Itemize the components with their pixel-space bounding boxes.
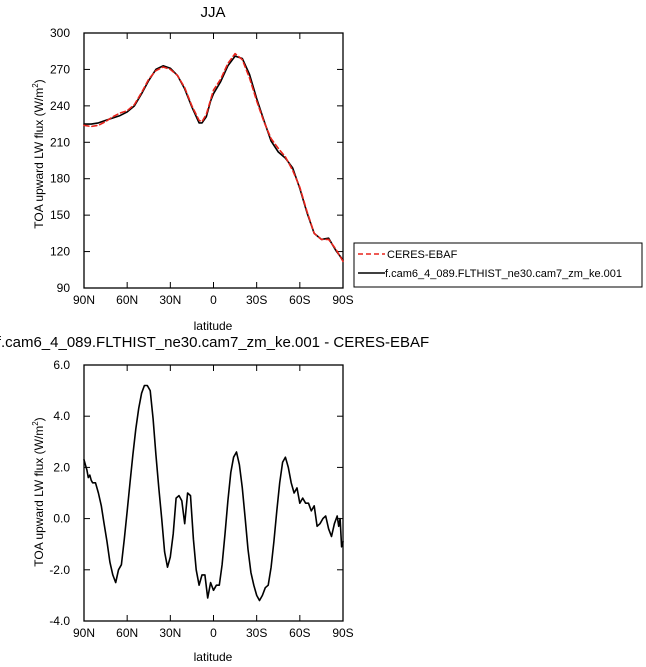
bottom-x-tick-label: 30N [159, 626, 181, 640]
top-y-tick-label: 240 [50, 99, 70, 113]
bottom-x-tick-label: 30S [246, 626, 267, 640]
svg-text:TOA upward LW flux (W/m2): TOA upward LW flux (W/m2) [31, 417, 46, 566]
top-x-axis-label: latitude [194, 319, 233, 333]
top-series-line-0 [83, 55, 344, 261]
bottom-x-tick-label: 60N [116, 626, 138, 640]
legend-box [353, 242, 643, 288]
legend-label-model: f.cam6_4_089.FLTHIST_ne30.cam7_zm_ke.001 [385, 268, 622, 280]
top-x-tick-label: 0 [210, 293, 217, 307]
bottom-axis-ticks: 90N 60N 30N 0 30S 60S 90S -4.0 -2.0 0.0 2.0 4.0 6.0 [49, 358, 353, 640]
svg-text:TOA upward LW flux (W/m2): TOA upward LW flux (W/m2) [31, 79, 46, 228]
bottom-x-tick-label: 90S [332, 626, 353, 640]
bottom-x-tick-label: 90N [73, 626, 95, 640]
top-plot-frame [83, 32, 344, 289]
top-x-tick-label: 30S [246, 293, 267, 307]
top-y-tick-label: 90 [57, 281, 71, 295]
bottom-x-axis-label: latitude [194, 650, 233, 664]
top-x-tick-label: 60S [289, 293, 310, 307]
legend-label-ceres: CERES-EBAF [387, 249, 458, 261]
top-y-tick-label: 120 [50, 245, 70, 259]
bottom-y-tick-label: -4.0 [49, 614, 70, 628]
bottom-series-group [83, 384, 344, 602]
legend: CERES-EBAF f.cam6_4_089.FLTHIST_ne30.cam… [353, 242, 643, 288]
top-y-axis-label: TOA upward LW flux (W/m2) [31, 79, 46, 228]
top-y-tick-label: 210 [50, 135, 70, 149]
top-chart-title: JJA [200, 4, 225, 21]
top-x-tick-label: 60N [116, 293, 138, 307]
top-x-tick-label: 90S [332, 293, 353, 307]
bottom-plot-frame [83, 364, 344, 622]
bottom-y-tick-label: -2.0 [49, 563, 70, 577]
bottom-y-tick-label: 0.0 [53, 512, 70, 526]
bottom-x-tick-label: 60S [289, 626, 310, 640]
top-axis-ticks: 90N 60N 30N 0 30S 60S 90S 90 120 150 180 210 240 270 3… [50, 26, 354, 307]
top-y-tick-label: 150 [50, 208, 70, 222]
bottom-series-line-0 [83, 384, 344, 602]
bottom-chart-title: f.cam6_4_089.FLTHIST_ne30.cam7_zm_ke.001… [0, 334, 429, 351]
top-y-tick-label: 270 [50, 62, 70, 76]
bottom-panel: f.cam6_4_089.FLTHIST_ne30.cam7_zm_ke.001… [0, 334, 429, 664]
bottom-x-tick-label: 0 [210, 626, 217, 640]
top-series-line-1 [83, 52, 344, 263]
bottom-y-tick-label: 2.0 [53, 460, 70, 474]
top-series-group [83, 52, 344, 263]
top-x-tick-label: 90N [73, 293, 95, 307]
top-x-tick-label: 30N [159, 293, 181, 307]
top-y-tick-label: 180 [50, 172, 70, 186]
bottom-y-tick-label: 6.0 [53, 358, 70, 372]
top-panel: JJA TOA upward LW flux (W/m2) 90N 60N 30N 0… [31, 4, 354, 333]
bottom-y-tick-label: 4.0 [53, 409, 70, 423]
bottom-y-axis-label: TOA upward LW flux (W/m2) [31, 417, 46, 566]
top-y-tick-label: 300 [50, 26, 70, 40]
